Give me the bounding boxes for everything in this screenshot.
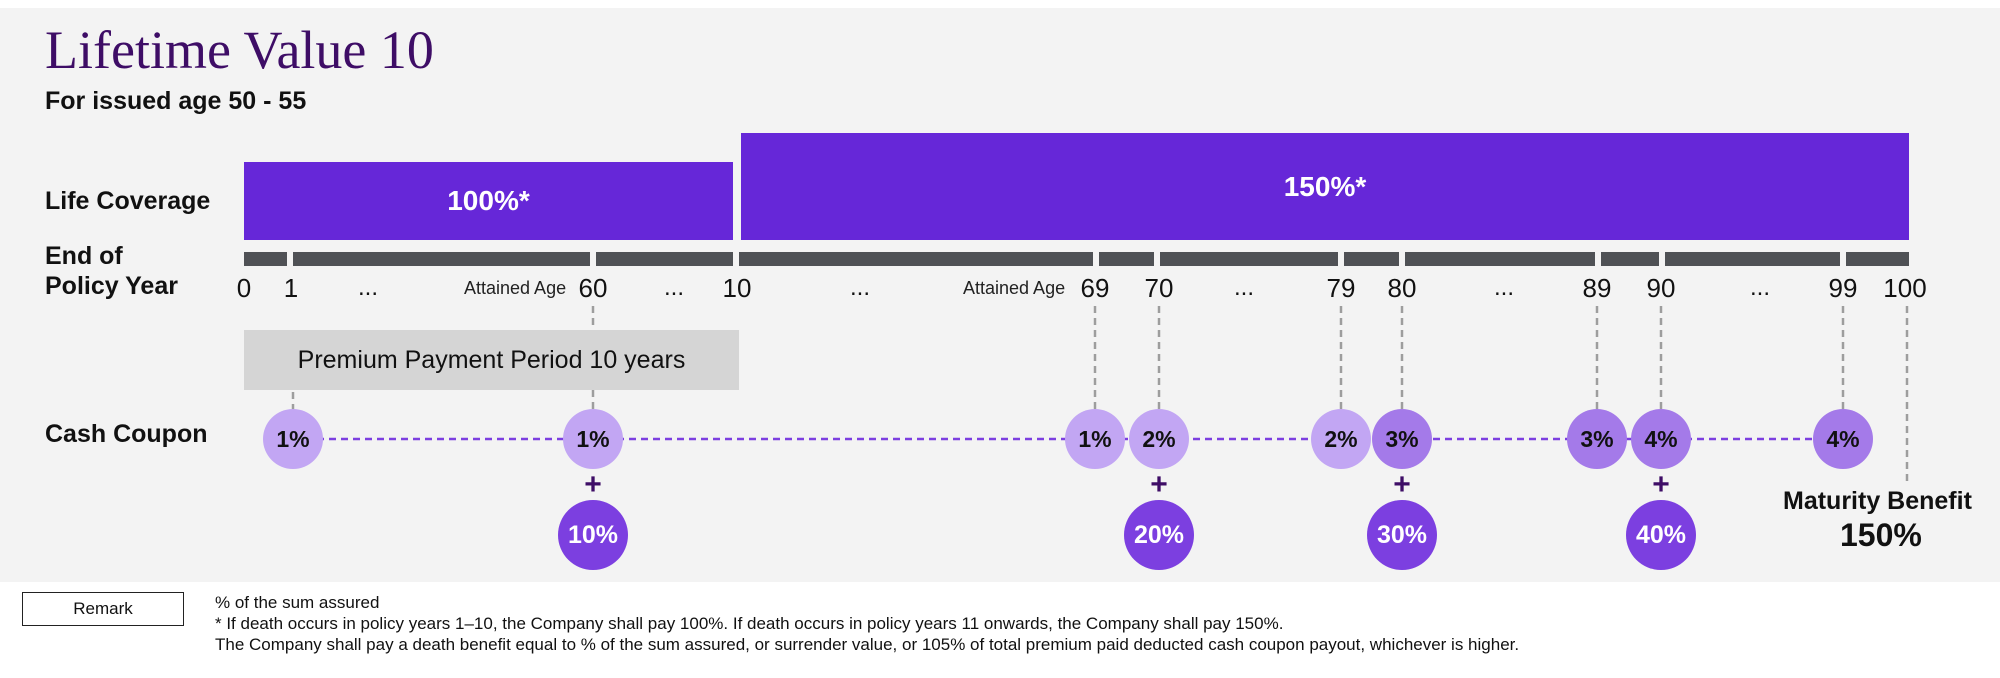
tick-label: 0 xyxy=(236,273,252,303)
tick-ellipsis: ... xyxy=(357,274,379,301)
timeline-segment xyxy=(1344,252,1399,266)
coupon-circle: 4% xyxy=(1813,409,1873,469)
timeline-segment xyxy=(293,252,590,266)
tick-ellipsis: ... xyxy=(1749,274,1771,301)
timeline-segment xyxy=(1665,252,1840,266)
timeline-segment xyxy=(1160,252,1338,266)
timeline-segment xyxy=(1846,252,1909,266)
tick-label: 99 xyxy=(1828,273,1858,303)
plus-icon: + xyxy=(1652,468,1670,501)
timeline-segment xyxy=(1601,252,1659,266)
page-title: Lifetime Value 10 xyxy=(45,20,434,80)
tick-label: 80 xyxy=(1387,273,1417,303)
coupon-circle: 1% xyxy=(263,409,323,469)
tick-ellipsis: ... xyxy=(1233,274,1255,301)
tick-label: 10 xyxy=(722,273,752,303)
premium-payment-period: Premium Payment Period 10 years xyxy=(244,330,739,390)
coupon-circle: 2% xyxy=(1129,409,1189,469)
remark-line: % of the sum assured xyxy=(215,593,380,612)
coverage-bar-100: 100%* xyxy=(244,162,733,240)
page-subtitle: For issued age 50 - 55 xyxy=(45,87,307,115)
bonus-circle: 20% xyxy=(1124,500,1194,570)
tick-label: 1 xyxy=(283,273,299,303)
plus-icon: + xyxy=(1393,468,1411,501)
tick-label: 70 xyxy=(1144,273,1174,303)
timeline-segment xyxy=(739,252,1093,266)
remark-line: The Company shall pay a death benefit eq… xyxy=(215,635,1520,654)
plus-icon: + xyxy=(1150,468,1168,501)
coupon-circle: 3% xyxy=(1567,409,1627,469)
coupon-circle: 1% xyxy=(563,409,623,469)
tick-ellipsis: ... xyxy=(663,274,685,301)
plus-icon: + xyxy=(584,468,602,501)
coupon-circle: 1% xyxy=(1065,409,1125,469)
policy-year-label: Policy Year xyxy=(45,272,178,300)
tick-label: 69 xyxy=(1080,273,1110,303)
coupon-circle: 2% xyxy=(1311,409,1371,469)
remark-button[interactable]: Remark xyxy=(22,592,184,626)
life-coverage-label: Life Coverage xyxy=(45,187,211,215)
timeline-segment xyxy=(1099,252,1154,266)
end-of-label: End of xyxy=(45,242,123,270)
bonus-circle: 40% xyxy=(1626,500,1696,570)
maturity-benefit-value: 150% xyxy=(1840,517,1922,553)
coupon-circle: 4% xyxy=(1631,409,1691,469)
bonus-circle: 30% xyxy=(1367,500,1437,570)
tick-label: 79 xyxy=(1326,273,1356,303)
maturity-benefit-label: Maturity Benefit xyxy=(1783,487,1972,515)
diagram-panel xyxy=(0,8,2000,582)
timeline-segment xyxy=(244,252,287,266)
tick-label: 60 xyxy=(578,273,608,303)
attained-age-label: Attained Age xyxy=(963,278,1066,298)
tick-ellipsis: ... xyxy=(849,274,871,301)
tick-label: 100 xyxy=(1883,273,1927,303)
coupon-circle: 3% xyxy=(1372,409,1432,469)
coverage-bar-150: 150%* xyxy=(741,133,1909,240)
timeline-segment xyxy=(596,252,733,266)
remark-line: * If death occurs in policy years 1–10, … xyxy=(215,614,1284,633)
attained-age-label: Attained Age xyxy=(464,278,567,298)
timeline-segment xyxy=(1405,252,1595,266)
tick-label: 90 xyxy=(1646,273,1676,303)
bonus-circle: 10% xyxy=(558,500,628,570)
tick-ellipsis: ... xyxy=(1493,274,1515,301)
cash-coupon-label: Cash Coupon xyxy=(45,420,208,448)
tick-label: 89 xyxy=(1582,273,1612,303)
